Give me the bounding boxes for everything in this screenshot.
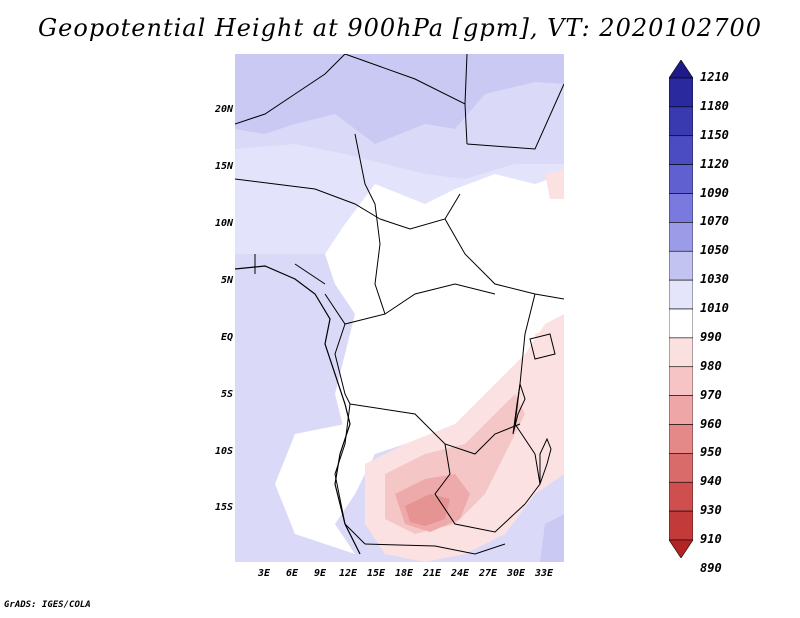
lon-label-21e: 21E (422, 568, 442, 579)
southeast-zone (540, 514, 564, 562)
lon-label-24e: 24E (450, 568, 470, 579)
colorbar-label: 1030 (700, 272, 729, 287)
colorbar-label: 930 (700, 503, 722, 518)
lat-label-10s: 10S (214, 446, 233, 457)
lat-label-5n: 5N (220, 275, 233, 286)
northeast-pink-zone (545, 169, 564, 199)
colorbar-label: 1180 (700, 98, 729, 113)
colorbar-segment (669, 308, 693, 339)
southwest-zone (235, 254, 365, 562)
colorbar (669, 60, 693, 558)
colorbar-label: 1050 (700, 243, 729, 258)
colorbar-segment (669, 279, 693, 310)
lon-label-12e: 12E (338, 568, 358, 579)
coastline (235, 265, 361, 555)
lat-label-10n: 10N (214, 218, 233, 229)
colorbar-segment (669, 77, 693, 108)
southern-white-zone (275, 424, 375, 554)
lon-label-18e: 18E (394, 568, 414, 579)
lon-label-33e: 33E (534, 568, 554, 579)
colorbar-label: 940 (700, 474, 722, 489)
map-plot (235, 54, 564, 562)
colorbar-segment (669, 164, 693, 194)
colorbar-segment (669, 424, 693, 454)
lon-label-27e: 27E (478, 568, 498, 579)
lake-victoria (529, 333, 556, 360)
colorbar-bottom-triangle (669, 539, 693, 558)
colorbar-label: 1070 (700, 214, 729, 229)
pink-low-4 (405, 494, 450, 526)
colorbar-segment (669, 106, 693, 137)
colorbar-segment (669, 222, 693, 252)
colorbar-segment (669, 481, 693, 512)
colorbar-top-triangle (669, 60, 693, 79)
east-pink-zone (535, 324, 564, 374)
colorbar-segment (669, 366, 693, 396)
credit-label: GrADS: IGES/COLA (4, 600, 91, 610)
lat-label-15s: 15S (214, 502, 233, 513)
colorbar-label: 970 (700, 387, 722, 402)
colorbar-label: 890 (700, 560, 722, 575)
lat-label-5s: 5S (220, 389, 233, 400)
colorbar-label: 960 (700, 416, 722, 431)
lat-label-15n: 15N (214, 161, 233, 172)
lon-label-3e: 3E (257, 568, 271, 579)
colorbar-label: 1090 (700, 185, 729, 200)
colorbar-segment (669, 250, 693, 281)
colorbar-segment (669, 510, 693, 541)
lat-label-20n: 20N (214, 104, 233, 115)
colorbar-label: 980 (700, 358, 722, 373)
colorbar-segment (669, 135, 693, 165)
colorbar-segment (669, 453, 693, 483)
colorbar-label: 1150 (700, 127, 729, 142)
lon-label-6e: 6E (285, 568, 299, 579)
colorbar-label: 1210 (700, 70, 729, 84)
colorbar-label: 950 (700, 445, 722, 460)
colorbar-segment (669, 395, 693, 425)
chart-title: Geopotential Height at 900hPa [gpm], VT:… (38, 14, 762, 42)
colorbar-segment (669, 337, 693, 368)
lat-label-eq: EQ (220, 332, 233, 343)
lon-label-9e: 9E (313, 568, 327, 579)
lake-tanganyika (512, 383, 526, 435)
colorbar-label: 990 (700, 329, 722, 344)
colorbar-segment (669, 193, 693, 223)
colorbar-label: 1120 (700, 156, 729, 171)
lake-malawi (539, 437, 552, 485)
lon-label-30e: 30E (506, 568, 526, 579)
country-borders (235, 54, 564, 555)
north-high-zone (235, 54, 564, 144)
colorbar-label: 1010 (700, 301, 729, 315)
colorbar-label: 910 (700, 532, 722, 546)
lon-label-15e: 15E (366, 568, 386, 579)
